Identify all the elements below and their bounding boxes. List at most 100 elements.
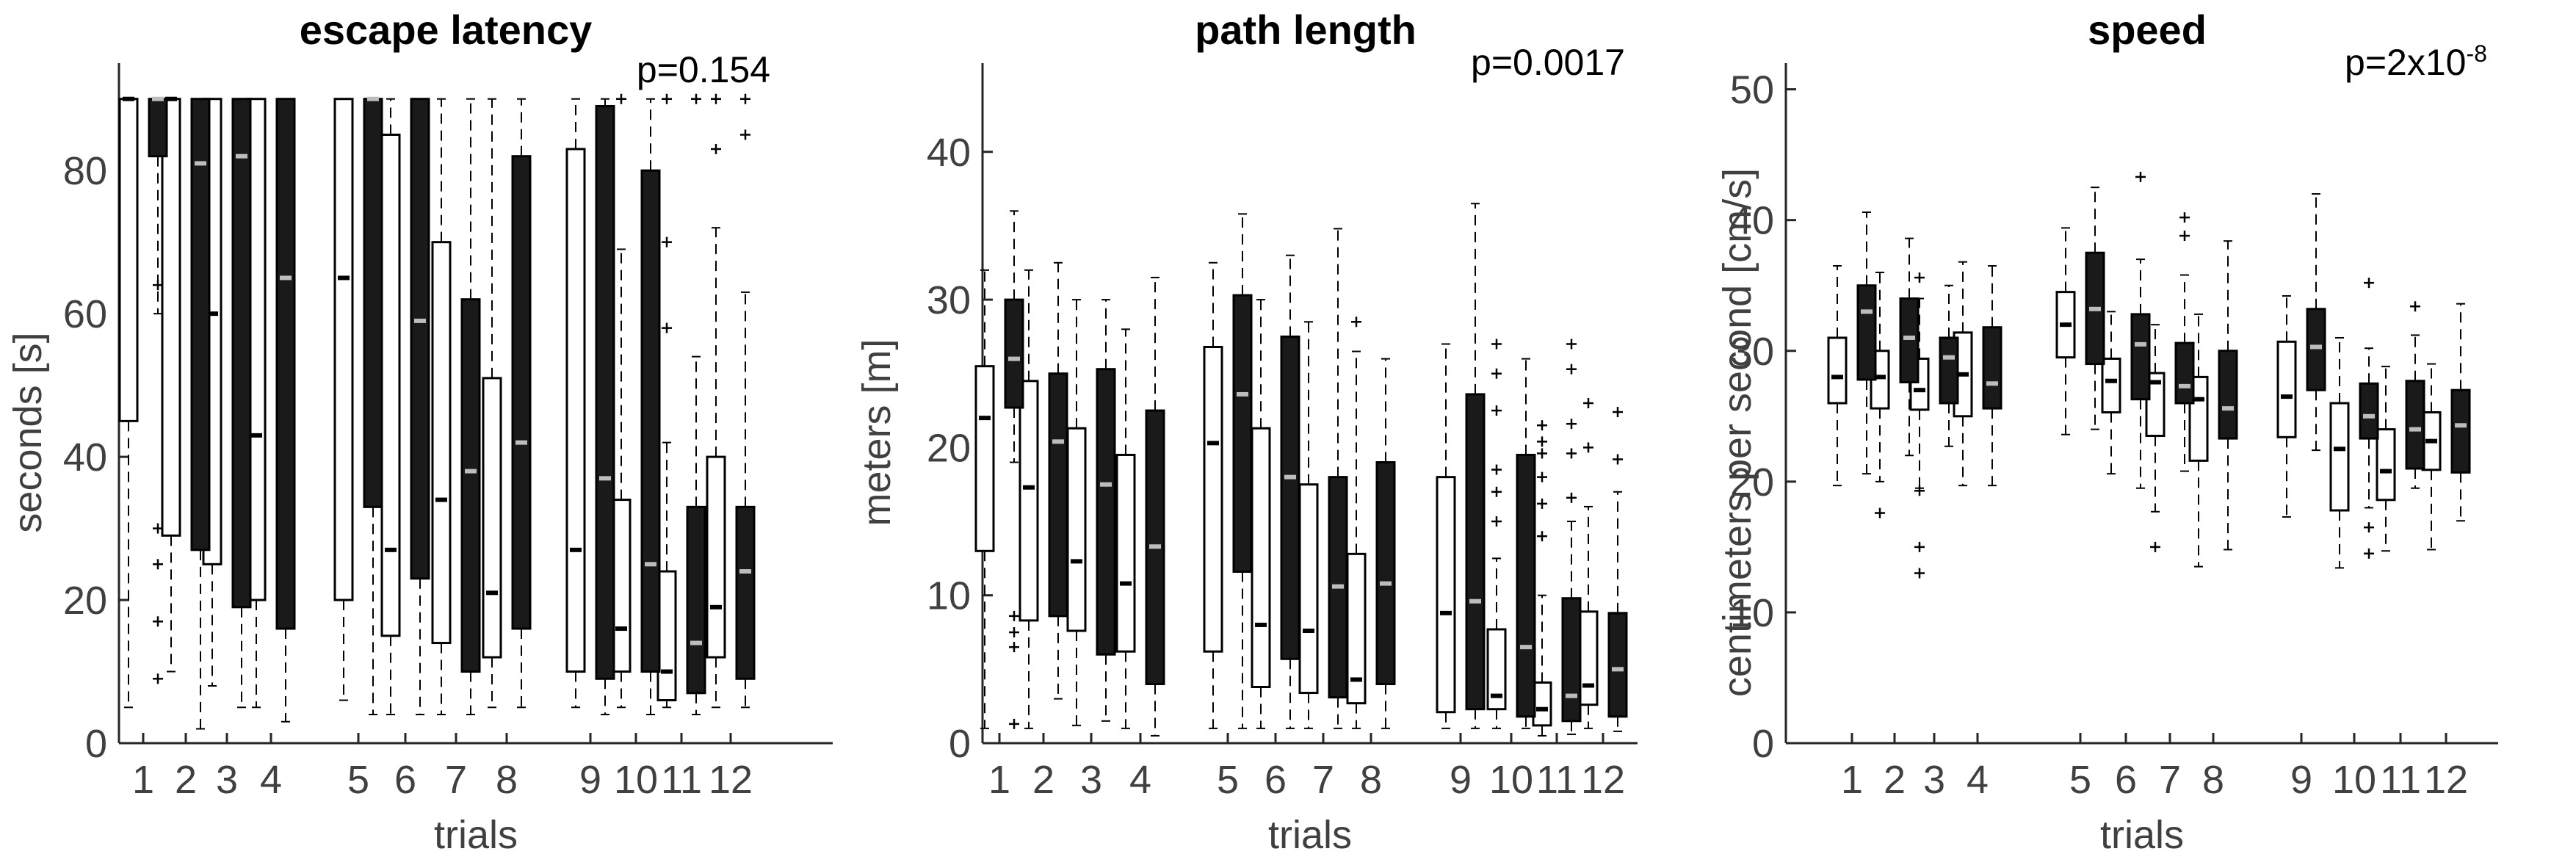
outlier-marker xyxy=(2150,541,2160,552)
outlier-marker xyxy=(153,559,163,570)
box-filled xyxy=(1232,213,1253,729)
x-tick-label: 2 xyxy=(1884,758,1906,802)
box-filled xyxy=(1375,358,1396,729)
box-open xyxy=(380,98,401,716)
box-open xyxy=(1298,321,1319,729)
box-filled xyxy=(735,93,756,709)
box-body xyxy=(974,365,995,552)
box-filled xyxy=(1856,211,1877,475)
box-body xyxy=(1096,368,1116,656)
box-body xyxy=(1436,476,1456,714)
box-body xyxy=(1019,380,1039,622)
box-body xyxy=(161,98,181,537)
x-tick-label: 5 xyxy=(1217,758,1239,802)
box-body xyxy=(2329,402,2350,512)
outlier-marker xyxy=(153,523,163,534)
outlier-marker xyxy=(1583,398,1593,408)
box-filled xyxy=(2218,240,2238,551)
box-filled xyxy=(2306,193,2326,452)
box-open xyxy=(482,98,502,709)
box-body xyxy=(2218,350,2238,440)
y-tick-label: 80 xyxy=(63,149,107,193)
x-tick-label: 11 xyxy=(1536,758,1577,802)
box-filled xyxy=(190,98,211,730)
outlier-marker xyxy=(1491,339,1502,350)
y-tick-label: 20 xyxy=(63,579,107,623)
outlier-marker xyxy=(1613,407,1623,418)
y-tick-label: 10 xyxy=(1730,591,1774,635)
outlier-marker xyxy=(1009,642,1019,653)
x-tick-label: 7 xyxy=(2159,758,2181,802)
outlier-marker xyxy=(711,93,721,104)
box-body xyxy=(2130,313,2151,401)
box-open xyxy=(1578,398,1599,729)
box-filled xyxy=(2359,278,2379,559)
box-open xyxy=(565,98,586,709)
box-body xyxy=(1280,335,1300,660)
y-tick-label: 20 xyxy=(927,426,971,470)
box-body xyxy=(2174,341,2195,405)
box-body xyxy=(1561,597,1582,723)
box-filled xyxy=(686,93,706,716)
box-filled xyxy=(1516,358,1536,729)
box-filled xyxy=(1145,276,1165,737)
box-open xyxy=(1486,339,1507,729)
x-tick-label: 7 xyxy=(445,758,467,802)
box-open xyxy=(2421,363,2442,551)
outlier-marker xyxy=(1566,448,1577,459)
x-tick-label: 12 xyxy=(2424,758,2468,802)
x-tick-label: 4 xyxy=(1967,758,1989,802)
box-open xyxy=(1115,328,1136,729)
box-open xyxy=(2329,336,2350,569)
outlier-marker xyxy=(1009,627,1019,638)
box-open xyxy=(656,93,677,709)
outlier-marker xyxy=(740,93,750,104)
y-tick-label: 30 xyxy=(927,278,971,322)
outlier-marker xyxy=(662,236,672,247)
box-filled xyxy=(275,98,296,723)
box-filled xyxy=(148,96,168,684)
box-open xyxy=(431,98,452,716)
outlier-marker xyxy=(2179,212,2190,223)
x-tick-label: 4 xyxy=(1129,758,1151,802)
x-axis-label: trials xyxy=(434,813,518,857)
box-open xyxy=(974,269,995,729)
box-body xyxy=(1298,483,1319,695)
box-body xyxy=(565,148,586,673)
box-body xyxy=(231,98,252,609)
box-filled xyxy=(2085,187,2105,430)
box-body xyxy=(482,377,502,659)
box-body xyxy=(2276,340,2297,438)
outlier-marker xyxy=(1566,492,1577,503)
box-body xyxy=(1856,284,1877,381)
box-body xyxy=(2101,357,2121,413)
box-body xyxy=(1465,393,1486,711)
outlier-marker xyxy=(662,93,672,104)
x-tick-label: 3 xyxy=(216,758,238,802)
outlier-marker xyxy=(1613,454,1623,465)
outlier-marker xyxy=(1351,317,1361,328)
x-tick-label: 2 xyxy=(175,758,197,802)
box-filled xyxy=(1939,284,1959,447)
x-tick-label: 1 xyxy=(132,758,154,802)
box-filled xyxy=(410,98,430,716)
box-body xyxy=(1251,427,1271,689)
outlier-marker xyxy=(1009,718,1019,729)
x-tick-label: 6 xyxy=(2115,758,2137,802)
box-open xyxy=(1251,299,1271,729)
box-body xyxy=(1516,453,1536,718)
box-body xyxy=(2376,428,2396,502)
p-value-label: p=0.0017 xyxy=(1471,42,1625,83)
y-tick-label: 0 xyxy=(949,722,971,766)
box-body xyxy=(333,98,354,601)
box-body xyxy=(595,104,615,680)
box-body xyxy=(1532,681,1552,727)
x-tick-label: 10 xyxy=(614,758,658,802)
outlier-marker xyxy=(1537,531,1547,542)
y-tick-label: 20 xyxy=(1730,460,1774,504)
box-body xyxy=(611,499,632,673)
x-tick-label: 3 xyxy=(1080,758,1102,802)
